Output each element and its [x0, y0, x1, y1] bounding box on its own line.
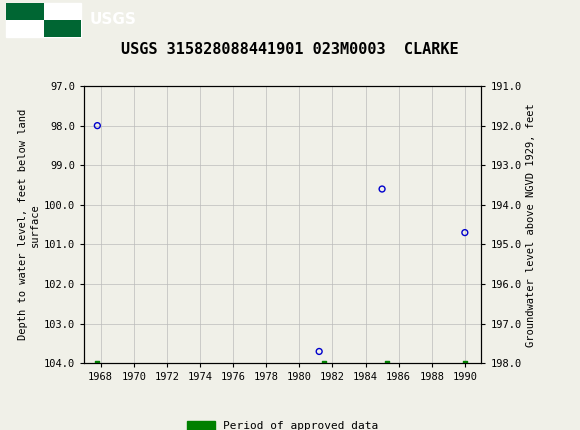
Y-axis label: Depth to water level, feet below land
surface: Depth to water level, feet below land su…	[18, 109, 39, 340]
Y-axis label: Groundwater level above NGVD 1929, feet: Groundwater level above NGVD 1929, feet	[526, 103, 536, 347]
FancyBboxPatch shape	[6, 3, 81, 37]
Text: USGS: USGS	[90, 12, 137, 28]
Point	[93, 122, 102, 129]
Point	[93, 360, 102, 367]
Point	[378, 186, 387, 193]
Bar	[6, 20, 44, 37]
Point	[320, 360, 329, 367]
Bar	[6, 3, 44, 20]
Text: USGS 315828088441901 023M0003  CLARKE: USGS 315828088441901 023M0003 CLARKE	[121, 42, 459, 57]
Bar	[44, 20, 81, 37]
Point	[314, 348, 324, 355]
Point	[382, 360, 392, 367]
Point	[460, 360, 469, 367]
Point	[460, 229, 469, 236]
Legend: Period of approved data: Period of approved data	[182, 416, 383, 430]
Bar	[44, 3, 81, 20]
